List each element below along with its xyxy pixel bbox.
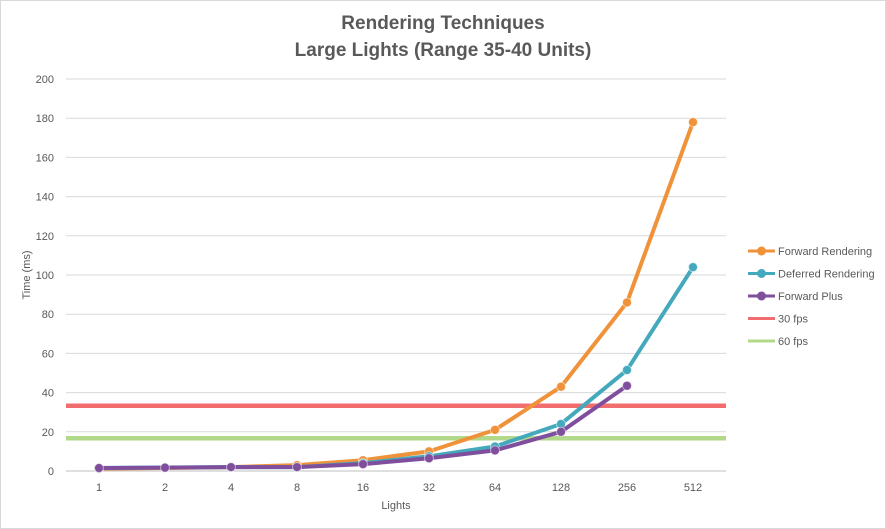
legend-marker-forward-rendering: [757, 246, 766, 256]
x-axis-title: Lights: [381, 500, 411, 512]
legend-marker-forward-plus: [757, 291, 766, 301]
x-tick-label: 512: [684, 482, 702, 494]
data-point-forward-rendering: [556, 381, 566, 392]
y-tick-label: 140: [36, 192, 54, 204]
y-tick-label: 160: [36, 152, 54, 164]
y-tick-label: 40: [42, 388, 54, 400]
series-line-forward-rendering: [97, 120, 695, 471]
legend-label-30-fps: 30 fps: [778, 314, 808, 326]
data-point-forward-plus: [160, 462, 170, 473]
y-tick-label: 120: [36, 231, 54, 243]
data-point-forward-plus: [556, 426, 566, 437]
y-tick-label: 60: [42, 348, 54, 360]
legend-label-forward-plus: Forward Plus: [778, 291, 843, 303]
y-tick-label: 200: [36, 74, 54, 86]
data-point-forward-plus: [490, 445, 500, 456]
legend-label-60-fps: 60 fps: [778, 336, 808, 348]
data-point-forward-rendering: [622, 297, 632, 308]
legend-label-deferred-rendering: Deferred Rendering: [778, 269, 875, 281]
data-point-forward-plus: [226, 462, 236, 473]
x-tick-label: 8: [294, 482, 300, 494]
x-tick-label: 32: [423, 482, 435, 494]
data-point-forward-rendering: [490, 424, 500, 435]
y-axis-title: Time (ms): [21, 250, 33, 299]
data-point-forward-plus: [292, 462, 302, 473]
data-point-forward-plus: [424, 453, 434, 464]
x-tick-label: 1: [96, 482, 102, 494]
chart-subtitle: Large Lights (Range 35-40 Units): [294, 40, 592, 61]
x-tick-label: 4: [228, 482, 234, 494]
y-tick-label: 100: [36, 270, 54, 282]
x-tick-label: 16: [357, 482, 369, 494]
data-point-forward-plus: [94, 463, 104, 474]
x-tick-label: 2: [162, 482, 168, 494]
x-tick-label: 64: [489, 482, 501, 494]
data-point-deferred-rendering: [688, 262, 698, 273]
y-tick-label: 180: [36, 113, 54, 125]
data-point-forward-rendering: [688, 117, 698, 128]
x-tick-label: 256: [618, 482, 636, 494]
x-tick-label: 128: [552, 482, 570, 494]
data-point-deferred-rendering: [622, 365, 632, 376]
chart-title: Rendering Techniques: [341, 13, 545, 34]
legend-label-forward-rendering: Forward Rendering: [778, 246, 872, 258]
y-tick-label: 80: [42, 309, 54, 321]
data-point-forward-plus: [358, 459, 368, 470]
y-tick-label: 0: [48, 466, 54, 478]
y-tick-label: 20: [42, 427, 54, 439]
legend-marker-deferred-rendering: [757, 269, 766, 278]
data-point-forward-plus: [622, 380, 632, 391]
